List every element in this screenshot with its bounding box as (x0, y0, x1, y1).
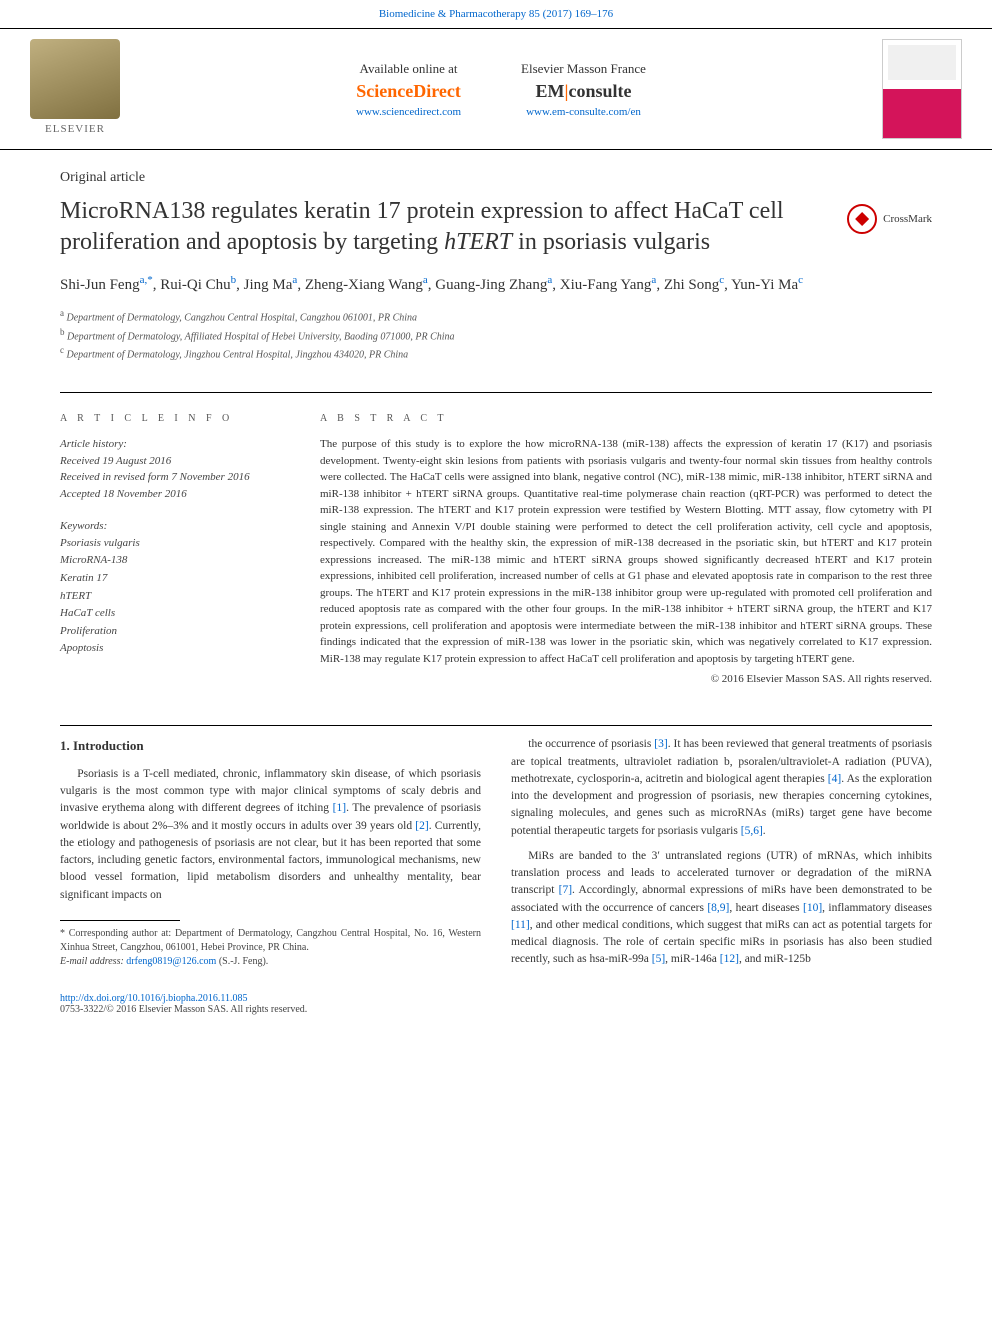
emconsulte-block: Elsevier Masson France EM|consulte www.e… (521, 61, 646, 118)
elsevier-tree-icon (30, 39, 120, 119)
intro-heading: 1. Introduction (60, 736, 481, 756)
author-email[interactable]: drfeng0819@126.com (126, 956, 216, 967)
sd-brand: ScienceDirect (356, 81, 461, 102)
sd-label: Available online at (356, 61, 461, 77)
body-para-3: MiRs are banded to the 3′ untranslated r… (511, 848, 932, 969)
body-para-2: the occurrence of psoriasis [3]. It has … (511, 736, 932, 840)
em-suffix: consulte (568, 81, 631, 101)
email-author: (S.-J. Feng). (219, 956, 268, 967)
em-url[interactable]: www.em-consulte.com/en (521, 106, 646, 118)
page-footer: http://dx.doi.org/10.1016/j.biopha.2016.… (0, 993, 992, 1035)
abstract-copyright: © 2016 Elsevier Masson SAS. All rights r… (320, 673, 932, 685)
affiliation-line: a Department of Dermatology, Cangzhou Ce… (60, 307, 932, 325)
info-heading: A R T I C L E I N F O (60, 413, 280, 424)
body-para-1: Psoriasis is a T-cell mediated, chronic,… (60, 766, 481, 904)
elsevier-label: ELSEVIER (45, 123, 105, 135)
author-list: Shi-Jun Fenga,*, Rui-Qi Chub, Jing Maa, … (60, 272, 932, 297)
journal-cover-thumb (882, 39, 962, 139)
corresponding-footnote: * Corresponding author at: Department of… (60, 927, 481, 969)
keywords-block: Keywords: Psoriasis vulgarisMicroRNA-138… (60, 518, 280, 658)
footnote-corr: * Corresponding author at: Department of… (60, 927, 481, 955)
abstract-text: The purpose of this study is to explore … (320, 436, 932, 667)
abstract: A B S T R A C T The purpose of this stud… (320, 413, 932, 685)
article-header: Original article MicroRNA138 regulates k… (0, 150, 992, 372)
footnote-divider (60, 920, 180, 921)
em-brand: EM|consulte (521, 81, 646, 102)
affiliation-line: b Department of Dermatology, Affiliated … (60, 326, 932, 344)
history-line: Received 19 August 2016 (60, 453, 280, 470)
email-label: E-mail address: (60, 956, 124, 967)
affiliation-line: c Department of Dermatology, Jingzhou Ce… (60, 344, 932, 362)
sciencedirect-block: Available online at ScienceDirect www.sc… (356, 61, 461, 118)
journal-citation[interactable]: Biomedicine & Pharmacotherapy 85 (2017) … (0, 0, 992, 28)
keyword-item: Proliferation (60, 623, 280, 641)
crossmark-text: CrossMark (883, 213, 932, 225)
sd-url[interactable]: www.sciencedirect.com (356, 106, 461, 118)
article-info: A R T I C L E I N F O Article history: R… (60, 413, 280, 685)
doi-link[interactable]: http://dx.doi.org/10.1016/j.biopha.2016.… (60, 993, 932, 1004)
info-abstract-row: A R T I C L E I N F O Article history: R… (0, 393, 992, 705)
keyword-item: Psoriasis vulgaris (60, 535, 280, 553)
keyword-item: HaCaT cells (60, 605, 280, 623)
title-italic: hTERT (444, 229, 512, 255)
title-part2: in psoriasis vulgaris (512, 229, 710, 255)
keyword-item: Keratin 17 (60, 570, 280, 588)
history-line: Received in revised form 7 November 2016 (60, 469, 280, 486)
keyword-item: Apoptosis (60, 640, 280, 658)
history-label: Article history: (60, 436, 280, 453)
crossmark-badge[interactable]: CrossMark (847, 204, 932, 234)
article-title: MicroRNA138 regulates keratin 17 protein… (60, 196, 827, 258)
history-line: Accepted 18 November 2016 (60, 486, 280, 503)
header-links: Available online at ScienceDirect www.sc… (140, 61, 862, 118)
article-type: Original article (60, 170, 932, 186)
elsevier-logo: ELSEVIER (30, 39, 120, 139)
crossmark-icon (847, 204, 877, 234)
affiliations: a Department of Dermatology, Cangzhou Ce… (60, 307, 932, 362)
publisher-header: ELSEVIER Available online at ScienceDire… (0, 28, 992, 150)
history-block: Article history: Received 19 August 2016… (60, 436, 280, 502)
keyword-item: hTERT (60, 588, 280, 606)
em-prefix: EM (535, 81, 564, 101)
abstract-heading: A B S T R A C T (320, 413, 932, 424)
keyword-item: MicroRNA-138 (60, 552, 280, 570)
issn-copyright: 0753-3322/© 2016 Elsevier Masson SAS. Al… (60, 1004, 932, 1015)
keywords-label: Keywords: (60, 518, 280, 535)
body-text: 1. Introduction Psoriasis is a T-cell me… (0, 726, 992, 992)
em-label: Elsevier Masson France (521, 61, 646, 77)
